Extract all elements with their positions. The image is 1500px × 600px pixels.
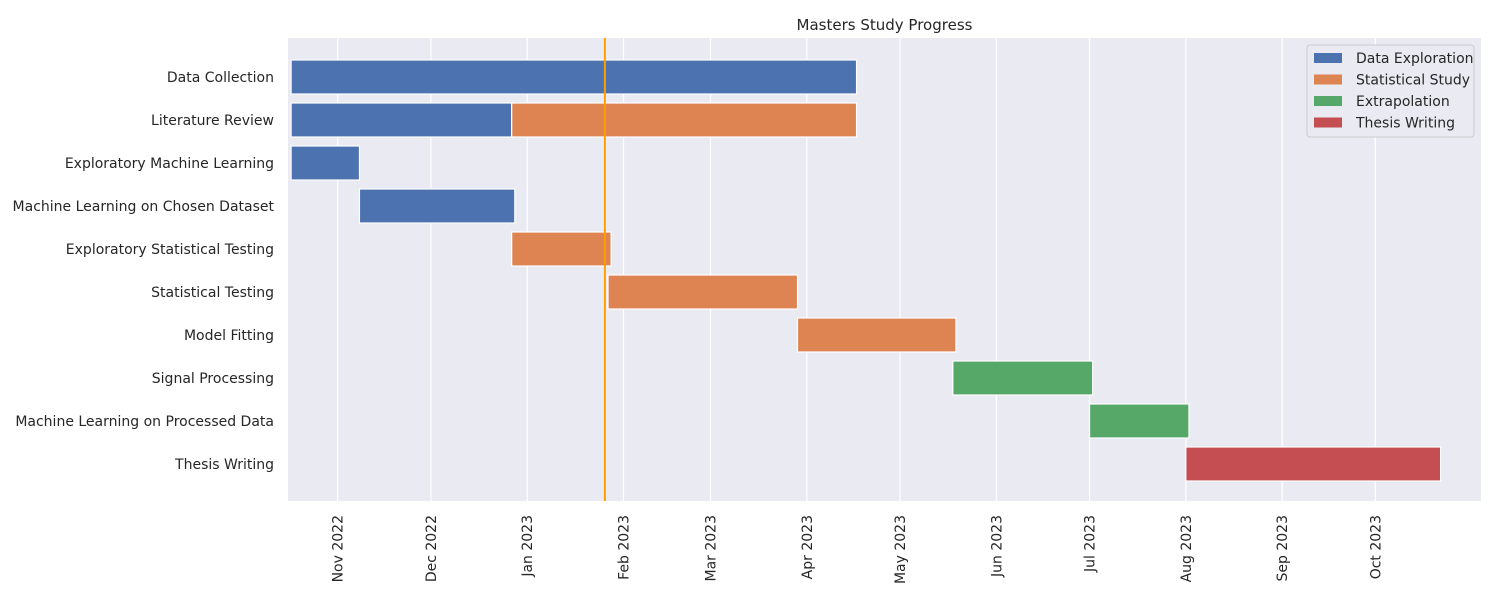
x-tick-label: May 2023 [893,515,909,584]
legend-swatch [1314,96,1342,106]
x-tick-label: Sep 2023 [1275,515,1291,581]
gantt-bar-10 [1088,403,1190,439]
legend-swatch [1314,74,1342,85]
x-tick-label: Jan 2023 [520,515,536,578]
legend-box [1306,44,1475,138]
x-tick-label: Jun 2023 [989,515,1005,578]
legend: Data Exploration Statistical Study Extrapo… [1306,44,1475,138]
gantt-bar-2 [290,102,513,138]
task-label: Machine Learning on Processed Data [15,414,274,430]
task-label: Model Fitting [184,328,274,344]
x-tick-label: Nov 2022 [331,515,347,582]
x-tick-label: Feb 2023 [617,515,633,580]
x-tick-label: Mar 2023 [704,515,720,582]
bars [290,59,1442,482]
task-labels: Data Collection Literature Review Explorat… [13,70,275,473]
gantt-bar-8 [796,317,957,353]
legend-label: Data Exploration [1356,51,1474,67]
legend-swatch [1314,53,1342,63]
task-label: Data Collection [167,70,274,86]
gantt-bar-11 [1185,446,1442,482]
task-label: Literature Review [151,113,274,129]
date-tick-labels: Nov 2022 Dec 2022 Jan 2023 Feb 2023 Mar 2023… [331,515,1385,584]
chart-title: Masters Study Progress [797,16,973,34]
task-label: Exploratory Machine Learning [65,156,274,172]
x-tick-label: Jul 2023 [1083,515,1099,573]
gantt-bar-4 [290,145,361,181]
gantt-bar-7 [607,274,799,310]
gantt-bar-5 [358,188,516,224]
x-tick-label: Oct 2023 [1368,515,1384,579]
task-label: Signal Processing [152,371,274,387]
task-label: Thesis Writing [174,457,274,473]
gantt-bar-1 [290,59,858,95]
gantt-bar-3 [511,102,858,138]
task-label: Exploratory Statistical Testing [66,242,274,258]
legend-swatch [1314,117,1342,128]
task-label: Machine Learning on Chosen Dataset [13,199,275,215]
x-tick-label: Dec 2022 [424,515,440,582]
x-tick-label: Aug 2023 [1179,515,1195,582]
legend-label: Extrapolation [1356,94,1450,110]
gantt-bar-6 [511,231,612,267]
legend-label: Statistical Study [1356,73,1470,89]
task-label: Statistical Testing [151,285,274,301]
legend-label: Thesis Writing [1355,116,1455,132]
gantt-bar-9 [952,360,1094,396]
x-tick-label: Apr 2023 [800,515,816,579]
